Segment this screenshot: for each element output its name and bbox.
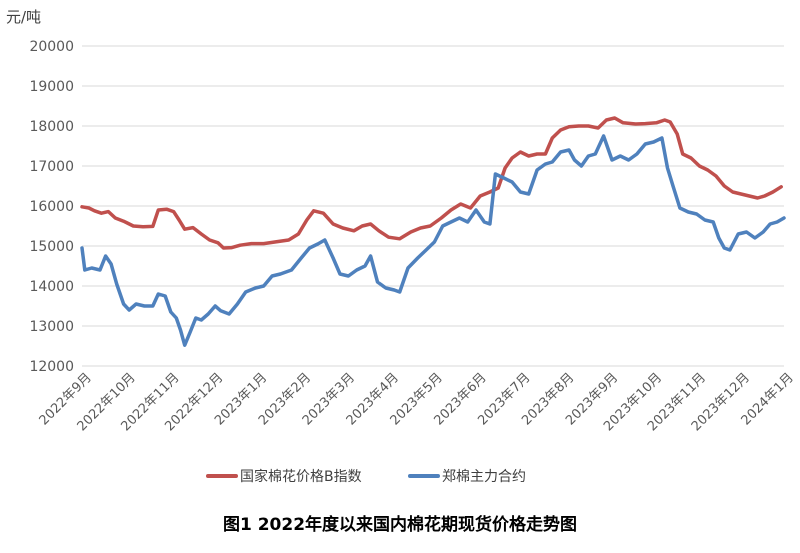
figure-caption: 图1 2022年度以来国内棉花期现货价格走势图	[222, 515, 578, 535]
series-line-zce-main	[80, 134, 786, 347]
gridlines	[82, 45, 784, 367]
series-lines	[80, 116, 786, 347]
legend-label-zce-main: 郑棉主力合约	[442, 468, 526, 485]
y-axis-ticks: 12000 13000 14000 15000 16000 17000 18000 19000…	[29, 39, 74, 375]
y-tick-label: 17000	[29, 159, 74, 175]
line-chart: 元/吨 120001300014000150001600017000180001…	[6, 8, 797, 485]
x-axis-ticks: 2022年9月2022年10月2022年11月2022年12月2023年1月20…	[37, 370, 797, 434]
series-line-b-index	[80, 116, 783, 250]
y-tick-label: 13000	[29, 319, 74, 335]
y-tick-label: 18000	[29, 119, 74, 135]
y-tick-label: 15000	[29, 239, 74, 255]
legend: 国家棉花价格B指数 郑棉主力合约	[206, 468, 526, 485]
y-tick-label: 12000	[29, 359, 74, 375]
y-tick-label: 16000	[29, 199, 74, 215]
y-tick-label: 14000	[29, 279, 74, 295]
y-unit-label: 元/吨	[6, 8, 41, 26]
y-tick-label: 20000	[29, 39, 74, 55]
y-tick-label: 19000	[29, 79, 74, 95]
legend-label-b-index: 国家棉花价格B指数	[240, 468, 362, 485]
